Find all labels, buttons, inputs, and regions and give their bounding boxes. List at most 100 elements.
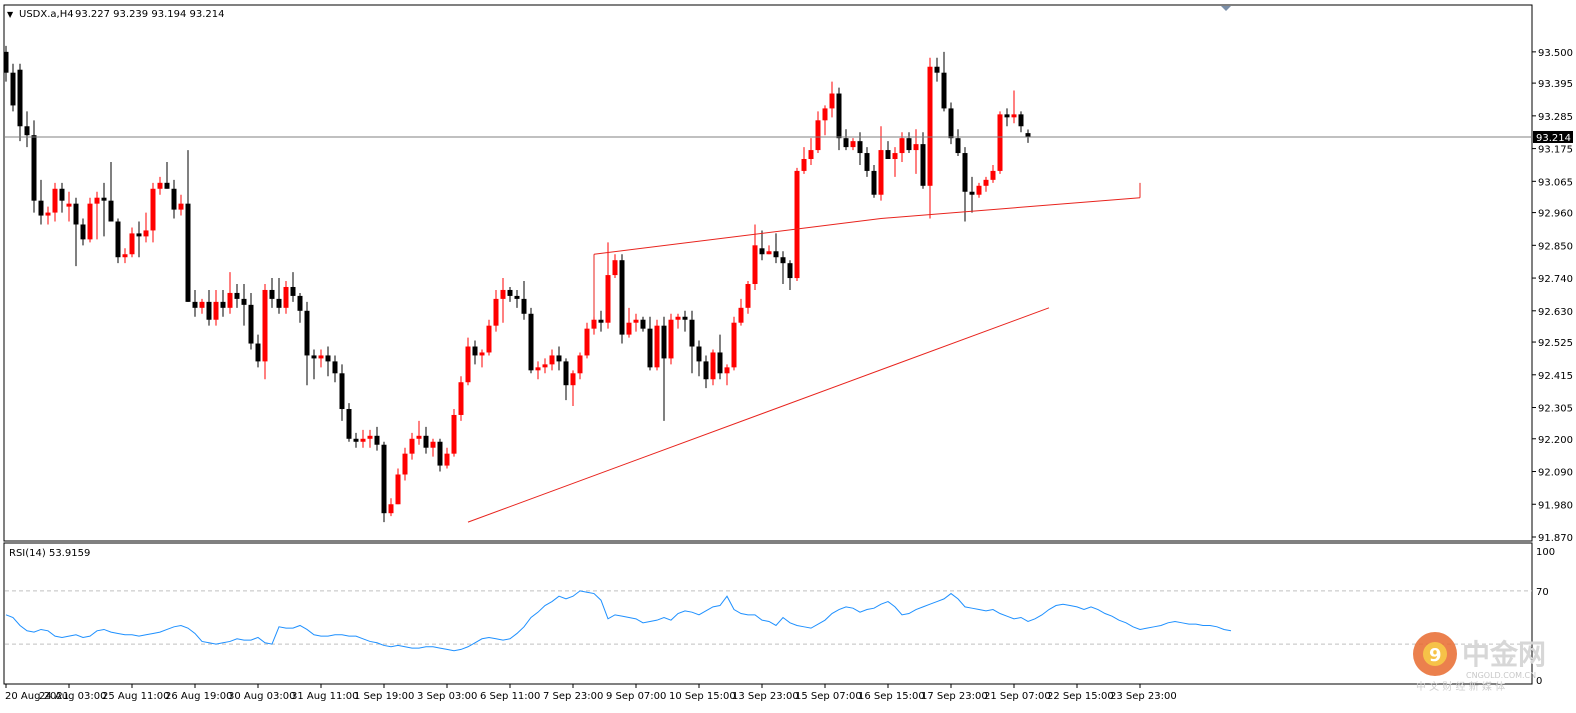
candle <box>332 355 338 383</box>
candle-body <box>1018 114 1024 127</box>
candle-body <box>808 150 814 160</box>
candle-body <box>934 66 940 73</box>
candle <box>269 278 275 308</box>
candle-body <box>1011 114 1017 118</box>
candle <box>990 164 996 183</box>
candle <box>472 340 478 365</box>
candle-body <box>948 108 954 139</box>
candle <box>976 182 982 198</box>
rsi-tick-label: 100 <box>1536 547 1555 558</box>
candle-body <box>689 319 695 347</box>
candle <box>164 161 170 189</box>
candle-body <box>430 441 436 448</box>
candle-body <box>94 197 100 204</box>
candle-body <box>752 245 758 285</box>
candle-body <box>66 203 72 207</box>
candle <box>500 278 506 323</box>
candle-body <box>17 69 23 127</box>
candle-body <box>668 319 674 359</box>
candle <box>360 429 366 448</box>
candle <box>87 197 93 243</box>
candle <box>143 212 149 243</box>
candle <box>220 289 226 317</box>
candle-body <box>465 346 471 383</box>
candle-body <box>493 298 499 326</box>
candle-body <box>1004 114 1010 118</box>
candle-body <box>388 504 394 514</box>
candle <box>311 349 317 380</box>
candle <box>458 376 464 421</box>
candle <box>381 441 387 523</box>
candle-body <box>941 72 947 109</box>
candle <box>920 132 926 189</box>
time-tick-label: 30 Aug 03:00 <box>228 691 295 702</box>
candle <box>248 292 254 350</box>
time-tick-label: 22 Sep 15:00 <box>1047 691 1114 702</box>
watermark: 9 中金网 CNGOLD.COM.CN 中 文 财 经 新 媒 体 <box>1413 632 1546 693</box>
candle-body <box>479 352 485 356</box>
candle-body <box>38 200 44 216</box>
watermark-slogan: 中 文 财 经 新 媒 体 <box>1416 680 1505 693</box>
candle <box>1025 129 1031 143</box>
rsi-panel[interactable] <box>3 542 1533 685</box>
candle-body <box>612 260 618 276</box>
candle <box>619 254 625 344</box>
candle-body <box>829 93 835 109</box>
candle-body <box>101 197 107 201</box>
candle-body <box>3 51 9 73</box>
candle <box>871 164 877 198</box>
price-tick-label: 92.090 <box>1538 468 1573 479</box>
candle <box>682 310 688 332</box>
candle <box>451 409 457 457</box>
candle <box>549 349 555 371</box>
candle-body <box>451 414 457 454</box>
candle <box>969 176 975 213</box>
candle <box>374 426 380 451</box>
candle <box>850 138 856 151</box>
candle-body <box>661 325 667 359</box>
candle <box>185 150 191 302</box>
candle-body <box>1025 133 1031 137</box>
candle <box>864 147 870 177</box>
candle <box>80 218 86 246</box>
candle-body <box>171 188 177 210</box>
candle-body <box>878 150 884 195</box>
candle <box>885 141 891 160</box>
candle <box>304 301 310 386</box>
candle <box>598 310 604 332</box>
price-tick-label: 93.065 <box>1538 177 1573 188</box>
time-tick-label: 13 Sep 23:00 <box>732 691 799 702</box>
candle <box>822 105 828 136</box>
candle-body <box>906 138 912 151</box>
time-tick-label: 21 Sep 07:00 <box>984 691 1051 702</box>
candle <box>640 316 646 332</box>
candle-body <box>556 355 562 362</box>
price-tick-label: 92.740 <box>1538 274 1573 285</box>
candle-body <box>311 355 317 359</box>
candle <box>535 361 541 380</box>
dropdown-triangle-icon[interactable]: ▼ <box>7 10 14 19</box>
candle-body <box>150 188 156 231</box>
rsi-label: RSI(14) 53.9159 <box>9 548 90 559</box>
time-tick-label: 7 Sep 23:00 <box>543 691 603 702</box>
price-panel[interactable] <box>3 4 1533 542</box>
candle-body <box>458 382 464 415</box>
candle <box>213 289 219 326</box>
candle <box>353 432 359 448</box>
watermark-brand: 中金网 <box>1462 638 1546 671</box>
candle-body <box>129 233 135 255</box>
candle <box>444 447 450 469</box>
candle <box>724 364 730 386</box>
candle-body <box>794 170 800 279</box>
candle <box>367 429 373 448</box>
candle <box>563 358 569 401</box>
candle <box>955 129 961 157</box>
candle <box>983 176 989 192</box>
candle-body <box>339 373 345 410</box>
candle <box>136 221 142 258</box>
time-tick-label: 17 Sep 23:00 <box>921 691 988 702</box>
chart-shift-marker[interactable] <box>1221 6 1231 11</box>
candle-body <box>857 141 863 154</box>
